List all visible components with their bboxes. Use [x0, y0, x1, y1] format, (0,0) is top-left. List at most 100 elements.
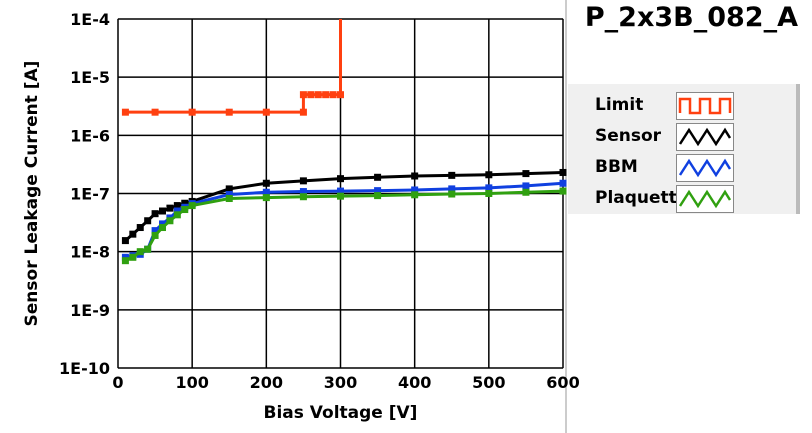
data-point	[522, 182, 530, 190]
data-point	[188, 108, 196, 116]
legend-label: BBM	[595, 157, 638, 177]
x-tick-label: 400	[398, 373, 431, 392]
data-point	[411, 186, 419, 194]
data-point	[559, 179, 567, 187]
data-point	[322, 91, 330, 99]
data-point	[485, 171, 493, 179]
data-point	[448, 190, 456, 198]
legend-swatch	[676, 154, 734, 182]
data-point	[173, 211, 181, 219]
data-point	[151, 231, 159, 239]
legend-item-sensor[interactable]: Sensor	[568, 121, 796, 151]
data-point	[299, 108, 307, 116]
data-point	[337, 91, 344, 99]
y-tick-label: 1E-5	[70, 68, 110, 87]
data-point	[173, 202, 181, 210]
data-point	[299, 177, 307, 185]
data-point	[225, 108, 233, 116]
series-plaquette	[121, 187, 567, 265]
data-point	[262, 179, 270, 187]
data-point	[225, 195, 233, 203]
data-point	[151, 227, 159, 235]
data-point	[448, 171, 456, 179]
data-point	[173, 207, 181, 215]
legend-item-bbm[interactable]: BBM	[568, 152, 796, 182]
x-tick-label: 200	[250, 373, 283, 392]
data-point	[262, 194, 270, 202]
legend-swatch	[676, 185, 734, 213]
y-tick-label: 1E-8	[70, 243, 110, 262]
data-point	[129, 253, 137, 261]
data-point	[485, 184, 493, 192]
x-tick-label: 600	[546, 373, 579, 392]
data-point	[262, 188, 270, 196]
x-tick-label: 500	[472, 373, 505, 392]
data-point	[559, 168, 567, 176]
data-point	[374, 192, 382, 200]
x-tick-label: 100	[175, 373, 208, 392]
data-point	[522, 170, 530, 178]
x-tick-label: 0	[112, 373, 123, 392]
data-point	[314, 91, 322, 99]
y-tick-label: 1E-7	[70, 185, 110, 204]
legend-line-icon	[678, 127, 732, 147]
data-point	[299, 91, 307, 99]
data-point	[522, 188, 530, 196]
legend-line-icon	[678, 97, 732, 115]
data-point	[181, 199, 189, 207]
data-point	[144, 217, 152, 225]
series-sensor	[121, 168, 567, 245]
data-point	[159, 224, 166, 232]
data-point	[136, 224, 144, 232]
data-point	[166, 217, 174, 225]
data-point	[299, 193, 307, 201]
data-point	[151, 210, 159, 218]
data-point	[411, 191, 419, 199]
y-tick-label: 1E-10	[59, 359, 110, 378]
data-point	[188, 202, 196, 210]
data-point	[121, 257, 129, 265]
legend-label: Limit	[595, 95, 644, 115]
data-point	[121, 108, 129, 116]
data-point	[166, 204, 174, 212]
data-point	[136, 248, 144, 256]
data-point	[448, 185, 456, 193]
data-point	[411, 172, 419, 180]
data-point	[262, 108, 270, 116]
legend-item-plaquette[interactable]: Plaquette	[568, 183, 796, 213]
legend-line-icon	[678, 189, 732, 209]
data-point	[374, 173, 382, 181]
y-tick-label: 1E-4	[70, 10, 110, 29]
legend-label: Sensor	[595, 126, 662, 146]
data-point	[337, 192, 344, 200]
series-limit	[121, 19, 344, 116]
data-point	[225, 185, 233, 193]
data-point	[337, 175, 344, 183]
data-point	[559, 187, 567, 195]
data-point	[225, 191, 233, 199]
legend-item-limit[interactable]: Limit	[568, 90, 796, 120]
legend-line-icon	[678, 158, 732, 178]
data-point	[151, 108, 159, 116]
legend: Limit Sensor BBM Plaquette	[568, 84, 800, 214]
data-point	[129, 230, 137, 238]
data-point	[181, 206, 189, 214]
data-point	[307, 91, 315, 99]
legend-swatch	[676, 92, 734, 120]
legend-label: Plaquette	[595, 188, 689, 208]
data-point	[121, 237, 129, 245]
data-point	[144, 245, 152, 253]
data-point	[374, 187, 382, 195]
data-point	[159, 220, 166, 228]
chart-title: P_2x3B_082_A	[584, 2, 798, 33]
legend-swatch	[676, 123, 734, 151]
y-axis-label: Sensor Leakage Current [A]	[22, 61, 42, 327]
y-tick-label: 1E-6	[70, 126, 110, 145]
data-point	[159, 207, 166, 215]
data-point	[299, 188, 307, 196]
data-point	[337, 187, 344, 195]
y-tick-label: 1E-9	[70, 301, 110, 320]
x-tick-label: 300	[324, 373, 357, 392]
x-axis-label: Bias Voltage [V]	[264, 403, 418, 423]
